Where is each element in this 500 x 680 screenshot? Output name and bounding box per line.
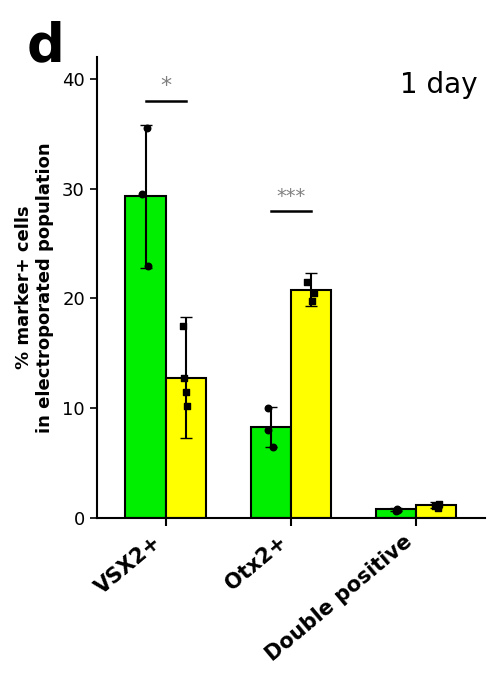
Point — [264, 403, 272, 413]
Point — [142, 123, 150, 134]
Text: d: d — [27, 20, 64, 72]
Text: *: * — [160, 76, 171, 97]
Point — [394, 505, 402, 515]
Bar — [291, 290, 331, 518]
Text: ***: *** — [276, 187, 306, 206]
Point — [269, 441, 277, 452]
Bar — [416, 505, 456, 518]
Bar — [251, 427, 291, 518]
Bar — [376, 509, 416, 518]
Point — [144, 260, 152, 271]
Point — [303, 277, 311, 288]
Point — [430, 500, 438, 511]
Bar — [166, 377, 205, 518]
Point — [180, 372, 188, 383]
Point — [436, 498, 444, 509]
Point — [264, 425, 272, 436]
Point — [184, 401, 192, 411]
Point — [393, 503, 401, 514]
Point — [308, 295, 316, 306]
Y-axis label: % marker+ cells
in electroporated population: % marker+ cells in electroporated popula… — [15, 142, 54, 433]
Point — [180, 320, 188, 331]
Point — [182, 386, 190, 397]
Bar — [126, 197, 166, 518]
Point — [138, 189, 146, 200]
Point — [434, 503, 442, 513]
Point — [392, 505, 400, 516]
Text: 1 day: 1 day — [400, 71, 477, 99]
Point — [310, 288, 318, 299]
